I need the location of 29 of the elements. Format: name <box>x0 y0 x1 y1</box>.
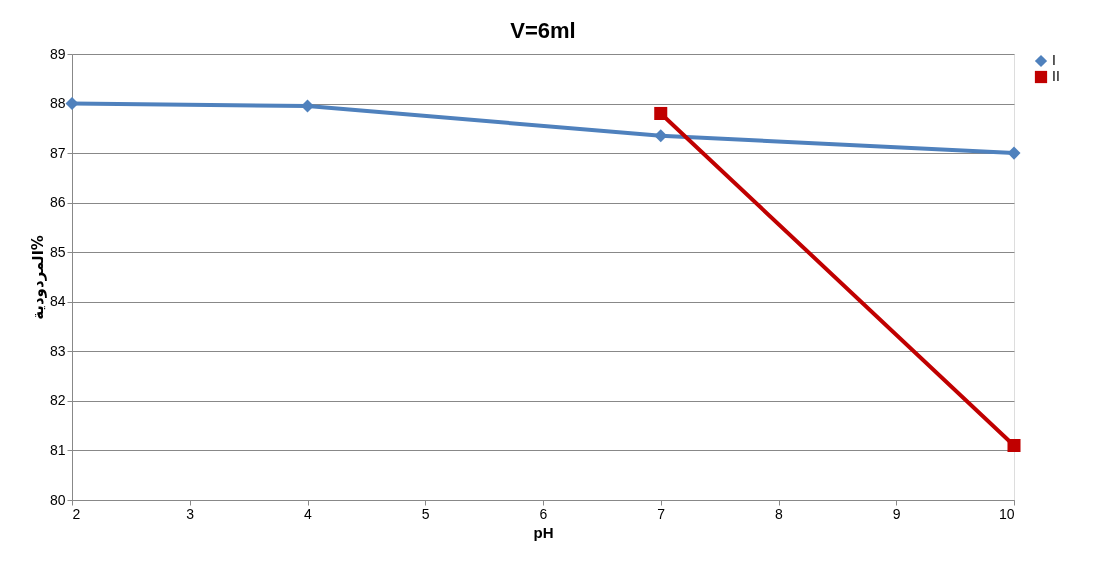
y-tick-label: 87 <box>49 144 66 161</box>
y-tick-label: 80 <box>49 491 66 508</box>
y-tick-label: 82 <box>49 392 66 409</box>
y-tick-label: 85 <box>49 243 66 260</box>
legend-label: I <box>1052 52 1056 68</box>
y-tick-label: 84 <box>49 293 66 310</box>
x-tick-label: 6 <box>539 505 548 522</box>
x-tick-label: 4 <box>304 505 313 522</box>
chart-title: V=6ml <box>510 18 576 43</box>
point <box>654 106 668 120</box>
point <box>1007 146 1021 160</box>
x-tick-label: 2 <box>72 505 81 522</box>
x-tick-label: 9 <box>892 505 901 522</box>
y-tick-label: 86 <box>49 194 66 211</box>
legend-label: II <box>1052 68 1060 84</box>
y-axis-title: المردودية% <box>28 235 47 320</box>
x-tick-label: 10 <box>998 505 1015 522</box>
y-tick-label: 89 <box>49 45 66 62</box>
x-tick-label: 7 <box>657 505 666 522</box>
point <box>65 97 79 111</box>
y-tick-label: 88 <box>49 95 66 112</box>
x-tick-label: 5 <box>421 505 430 522</box>
x-tick-label: 8 <box>775 505 784 522</box>
x-tick-label: 3 <box>186 505 195 522</box>
y-tick-label: 83 <box>49 342 66 359</box>
point <box>1007 438 1021 453</box>
x-axis-title: pH <box>533 523 554 541</box>
y-tick-label: 81 <box>49 441 66 458</box>
point <box>654 129 668 143</box>
